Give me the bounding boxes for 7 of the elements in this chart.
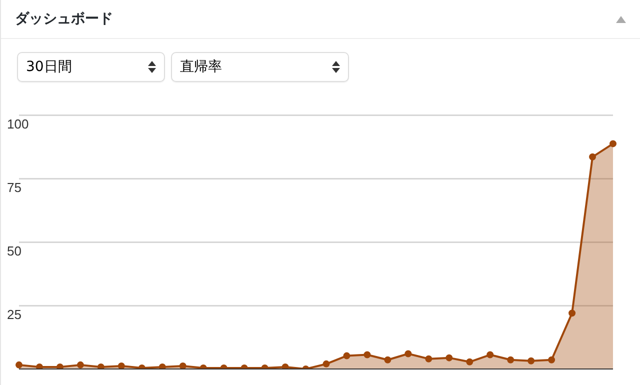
y-tick-label: 25 <box>7 307 22 322</box>
y-tick-label: 75 <box>7 180 22 196</box>
text: 30日間 <box>26 58 72 76</box>
y-tick-label: 50 <box>7 244 22 259</box>
text: 直帰率 <box>180 58 222 76</box>
chart-title: ダッシュボード <box>15 10 113 28</box>
y-tick-label: 100 <box>7 116 29 132</box>
